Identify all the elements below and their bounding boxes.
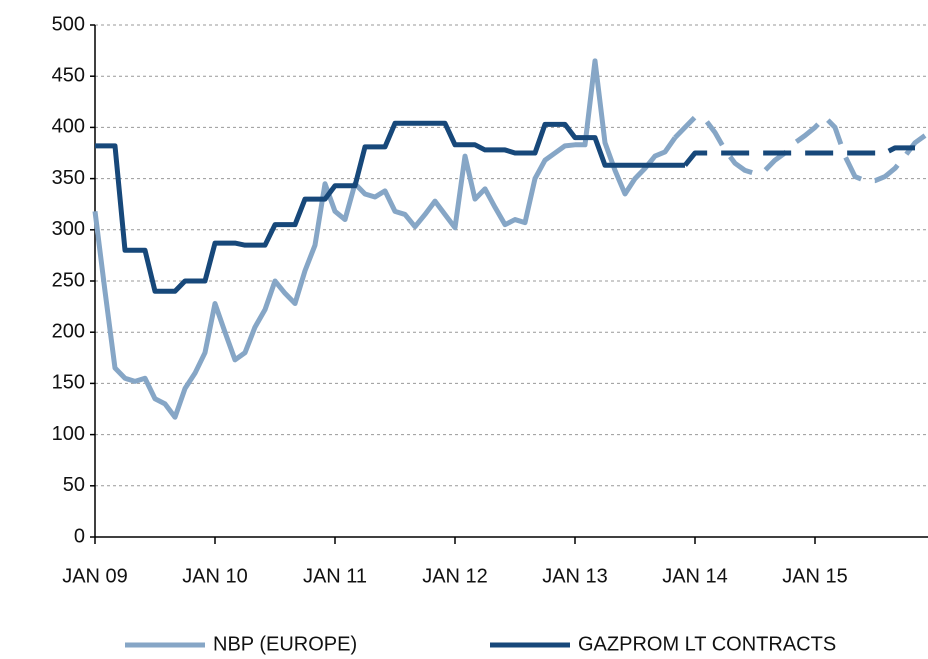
y-tick-label: 0: [74, 525, 85, 547]
x-tick-label: JAN 14: [662, 565, 728, 587]
x-tick-label: JAN 13: [542, 565, 608, 587]
forecast-line: [683, 145, 915, 167]
y-tick-label: 200: [52, 320, 85, 342]
forecast-line: [673, 114, 927, 184]
y-tick-label: 100: [52, 423, 85, 445]
y-tick-label: 350: [52, 167, 85, 189]
x-tick-label: JAN 11: [303, 565, 367, 587]
legend-label: NBP (EUROPE): [213, 633, 357, 655]
x-tick-label: JAN 15: [782, 565, 848, 587]
y-tick-label: 500: [52, 13, 85, 35]
y-tick-label: 250: [52, 269, 85, 291]
series-line: [95, 120, 685, 294]
y-tick-label: 400: [52, 116, 85, 138]
legend-label: GAZPROM LT CONTRACTS: [578, 633, 836, 655]
x-tick-label: JAN 10: [182, 565, 248, 587]
y-tick-label: 300: [52, 218, 85, 240]
y-tick-label: 150: [52, 372, 85, 394]
y-tick-label: 450: [52, 64, 85, 86]
series-line: [92, 58, 678, 420]
y-tick-label: 50: [63, 474, 85, 496]
x-tick-label: JAN 12: [422, 565, 488, 587]
x-tick-label: JAN 09: [62, 565, 128, 587]
